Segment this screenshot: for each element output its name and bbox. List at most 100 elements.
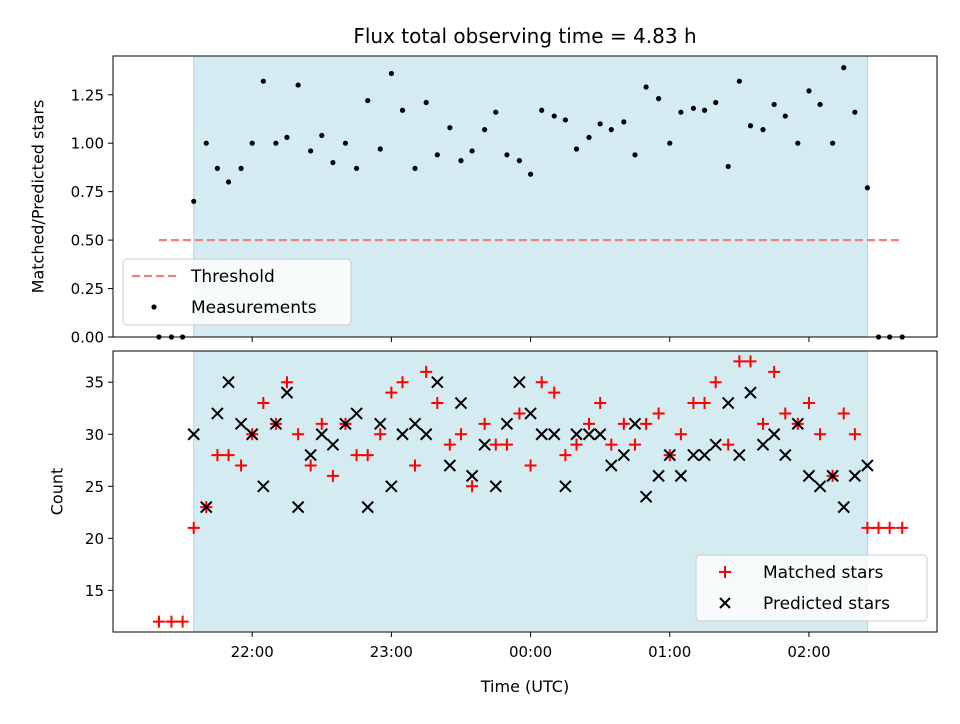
predicted-star-marker	[339, 417, 352, 431]
measurement-point	[667, 140, 673, 146]
predicted-star-marker	[257, 480, 270, 493]
matched-star-marker	[326, 469, 339, 482]
measurement-point	[377, 146, 383, 152]
measurement-point	[725, 163, 731, 170]
predicted-star-marker	[465, 469, 479, 483]
matched-star-marker	[583, 417, 596, 430]
predicted-star-marker	[500, 417, 514, 431]
matched-star-marker	[896, 521, 909, 534]
predicted-star-marker	[350, 407, 363, 420]
x-tick-label: 23:00	[370, 643, 413, 661]
matched-star-marker	[211, 449, 224, 462]
predicted-star-marker	[374, 417, 387, 431]
predicted-star-marker	[524, 407, 537, 420]
matched-star-marker	[570, 438, 583, 451]
y-tick-label: 0.00	[71, 329, 104, 347]
predicted-star-marker	[478, 438, 491, 451]
matched-star-marker	[861, 521, 874, 534]
measurement-point	[597, 121, 603, 127]
predicted-star-marker	[548, 428, 561, 441]
legend-matched-swatch	[719, 566, 731, 578]
measurement-point	[342, 140, 349, 146]
matched-star-marker	[535, 376, 548, 389]
predicted-star-marker	[315, 428, 328, 441]
measurement-point	[330, 159, 336, 166]
measurement-point	[458, 158, 464, 164]
predicted-star-marker	[291, 500, 305, 514]
predicted-star-marker	[222, 376, 235, 389]
predicted-star-marker	[396, 428, 409, 441]
matched-star-marker	[222, 449, 235, 462]
matched-star-marker	[559, 449, 572, 462]
matched-star-marker	[385, 386, 398, 399]
matched-star-marker	[292, 428, 305, 441]
measurement-point	[504, 152, 510, 158]
predicted-star-marker	[280, 386, 294, 399]
y-tick-label: 0.75	[71, 183, 104, 201]
measurement-point	[701, 107, 708, 113]
matched-star-marker	[489, 438, 502, 451]
ratio-y-axis-label: Matched/Predicted stars	[29, 100, 48, 294]
measurement-point	[482, 127, 488, 133]
matched-star-marker	[165, 615, 178, 628]
predicted-star-marker	[454, 396, 468, 410]
matched-star-marker	[478, 417, 491, 430]
x-axis-ticks: 22:00 23:00 00:00 01:00 02:00	[231, 632, 831, 661]
matched-star-marker	[687, 397, 700, 410]
matched-star-marker	[628, 438, 641, 451]
matched-star-marker	[315, 417, 328, 430]
matched-star-marker	[779, 407, 792, 420]
measurement-point	[260, 78, 266, 84]
measurement-point	[295, 82, 301, 88]
matched-star-marker	[617, 417, 630, 430]
matched-star-marker	[187, 521, 200, 534]
predicted-star-marker	[652, 469, 665, 483]
matched-star-marker	[674, 428, 687, 441]
y-tick-label: 0.50	[71, 232, 104, 250]
predicted-star-marker	[361, 500, 374, 514]
measurement-point	[841, 65, 847, 71]
matched-star-marker	[722, 438, 735, 451]
legend-predicted-swatch	[719, 597, 731, 609]
y-tick-label: 20	[85, 530, 104, 548]
x-tick-label: 02:00	[787, 643, 830, 661]
matched-star-marker	[176, 615, 189, 628]
predicted-star-marker	[791, 417, 805, 431]
measurement-point	[771, 101, 777, 108]
measurement-point	[273, 140, 279, 146]
y-tick-label: 15	[85, 582, 104, 600]
measurement-point	[434, 152, 440, 158]
measurement-point	[817, 101, 823, 108]
x-axis-ticks	[251, 337, 810, 342]
ratio-panel-frame	[112, 55, 938, 338]
x-tick-label: 01:00	[648, 643, 691, 661]
count-panel-frame	[112, 350, 938, 633]
matched-star-marker	[837, 407, 850, 420]
predicted-star-marker	[767, 428, 781, 441]
measurement-point	[319, 132, 325, 139]
measurement-point	[678, 109, 684, 115]
measurement-point	[225, 179, 232, 185]
matched-star-marker	[548, 386, 561, 399]
measurement-point	[191, 198, 197, 204]
predicted-star-marker	[408, 417, 422, 431]
predicted-star-marker	[802, 469, 816, 483]
count-legend-box	[695, 554, 928, 622]
matched-star-marker	[304, 459, 317, 472]
measurement-point	[516, 158, 523, 164]
matched-star-marker	[396, 376, 409, 389]
legend-threshold-label: Threshold	[190, 267, 275, 287]
predicted-star-marker	[617, 448, 631, 462]
measurement-point	[365, 97, 371, 104]
predicted-star-marker	[709, 438, 722, 451]
measurement-point	[573, 146, 580, 152]
matched-star-marker	[374, 428, 387, 441]
x-tick-label: 22:00	[231, 643, 274, 661]
legend-matched-label: Matched stars	[763, 563, 883, 583]
matched-star-marker	[698, 397, 711, 410]
predicted-star-marker	[245, 428, 259, 441]
matched-star-marker	[768, 365, 781, 378]
measurement-point	[238, 165, 244, 171]
legend-measurements-swatch	[151, 304, 157, 310]
ratio-legend: Threshold Measurements	[122, 258, 352, 326]
